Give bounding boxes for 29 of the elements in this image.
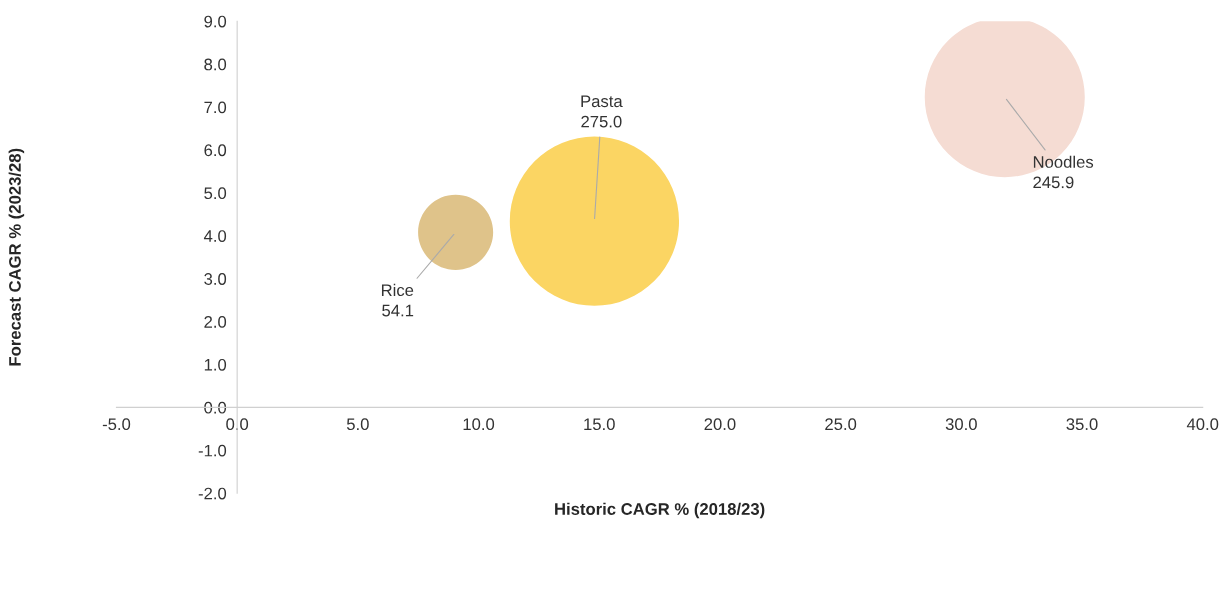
y-tick-label: 8.0	[204, 58, 227, 71]
series-label: Pasta	[581, 95, 623, 108]
x-tick-label: 35.0	[1066, 418, 1098, 431]
x-tick-label: 25.0	[825, 418, 857, 431]
x-tick-label: -5.0	[102, 418, 131, 431]
data-label: 54.1	[382, 304, 414, 317]
y-tick-label: 9.0	[204, 15, 227, 28]
x-tick-label: 20.0	[704, 418, 736, 431]
y-tick-label: 7.0	[204, 101, 227, 114]
y-tick-label: 2.0	[204, 316, 227, 328]
x-tick-label: 40.0	[1186, 418, 1219, 431]
data-label: 275.0	[581, 115, 622, 128]
x-tick-label: 15.0	[584, 418, 615, 431]
x-tick-label: 5.0	[346, 418, 369, 431]
x-tick-label: 10.0	[463, 418, 495, 431]
y-tick-label: 4.0	[203, 230, 227, 242]
y-tick-label: 5.0	[204, 187, 227, 200]
series-label: Rice	[381, 283, 414, 297]
series-label: Noodles	[1033, 155, 1094, 168]
y-tick-label: -2.0	[198, 487, 227, 500]
y-tick-label: 1.0	[204, 358, 227, 371]
x-tick-label: 0.0	[226, 418, 249, 431]
x-tick-label: 30.0	[945, 418, 977, 431]
data-label: 245.9	[1033, 176, 1074, 189]
y-tick-label: 6.0	[204, 144, 227, 157]
y-tick-label: -1.0	[198, 444, 227, 457]
x-axis-title: Historic CAGR % (2018/23)	[555, 502, 765, 519]
y-axis-title: Forecast CAGR % (2023/28)	[8, 148, 25, 366]
y-tick-label: 3.0	[204, 273, 227, 285]
